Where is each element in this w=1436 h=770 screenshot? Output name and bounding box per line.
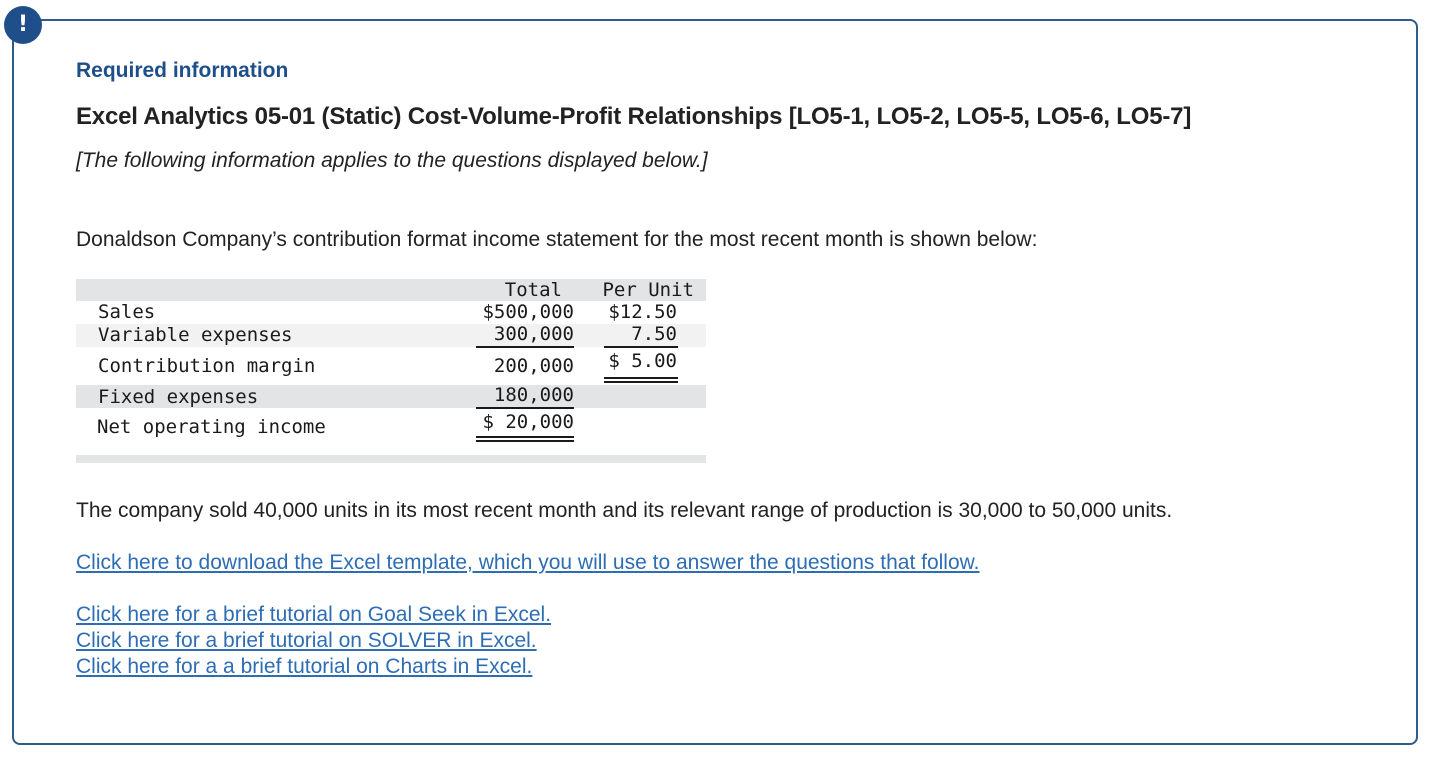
charts-tutorial-link[interactable]: Click here for a a brief tutorial on Cha…	[76, 655, 533, 678]
table-header-band	[76, 279, 706, 301]
row-per-unit-sales: $12.50	[608, 301, 677, 323]
total-double-underline	[476, 436, 574, 438]
total-underline	[476, 346, 574, 348]
question-card	[12, 19, 1418, 745]
row-per-unit-contribution-margin: $ 5.00	[608, 350, 677, 372]
row-total-net-operating-income: $ 20,000	[482, 411, 574, 433]
question-subtitle: [The following information applies to th…	[76, 149, 708, 172]
row-label-contribution-margin: Contribution margin	[98, 355, 316, 377]
row-label-sales: Sales	[98, 301, 156, 323]
column-header-total: Total	[504, 279, 562, 301]
per-unit-double-underline	[604, 381, 678, 383]
solver-tutorial-link[interactable]: Click here for a brief tutorial on SOLVE…	[76, 629, 537, 652]
row-per-unit-variable-expenses: 7.50	[631, 323, 677, 345]
row-total-contribution-margin: 200,000	[493, 355, 574, 377]
intro-text: Donaldson Company’s contribution format …	[76, 228, 1038, 251]
table-row-band	[76, 324, 706, 347]
total-double-underline	[476, 440, 574, 442]
company-facts-text: The company sold 40,000 units in its mos…	[76, 499, 1173, 522]
question-title: Excel Analytics 05-01 (Static) Cost-Volu…	[76, 103, 1192, 130]
row-total-sales: $500,000	[482, 301, 574, 323]
row-label-net-operating-income: Net operating income	[97, 416, 326, 438]
table-footer-band	[76, 455, 706, 463]
total-underline	[476, 407, 574, 409]
per-unit-underline	[604, 346, 678, 348]
row-label-fixed-expenses: Fixed expenses	[98, 386, 259, 408]
row-total-variable-expenses: 300,000	[493, 323, 574, 345]
income-statement-table: Total Per Unit Sales $500,000 $12.50 Var…	[76, 279, 706, 463]
row-label-variable-expenses: Variable expenses	[98, 324, 293, 346]
required-information-heading: Required information	[76, 59, 289, 82]
excel-template-download-link[interactable]: Click here to download the Excel templat…	[76, 551, 980, 574]
per-unit-double-underline	[604, 377, 678, 379]
column-header-per-unit: Per Unit	[602, 279, 694, 301]
goal-seek-tutorial-link[interactable]: Click here for a brief tutorial on Goal …	[76, 603, 552, 626]
table-row-band	[76, 385, 706, 408]
row-total-fixed-expenses: 180,000	[493, 384, 574, 406]
alert-icon: !	[4, 6, 42, 44]
